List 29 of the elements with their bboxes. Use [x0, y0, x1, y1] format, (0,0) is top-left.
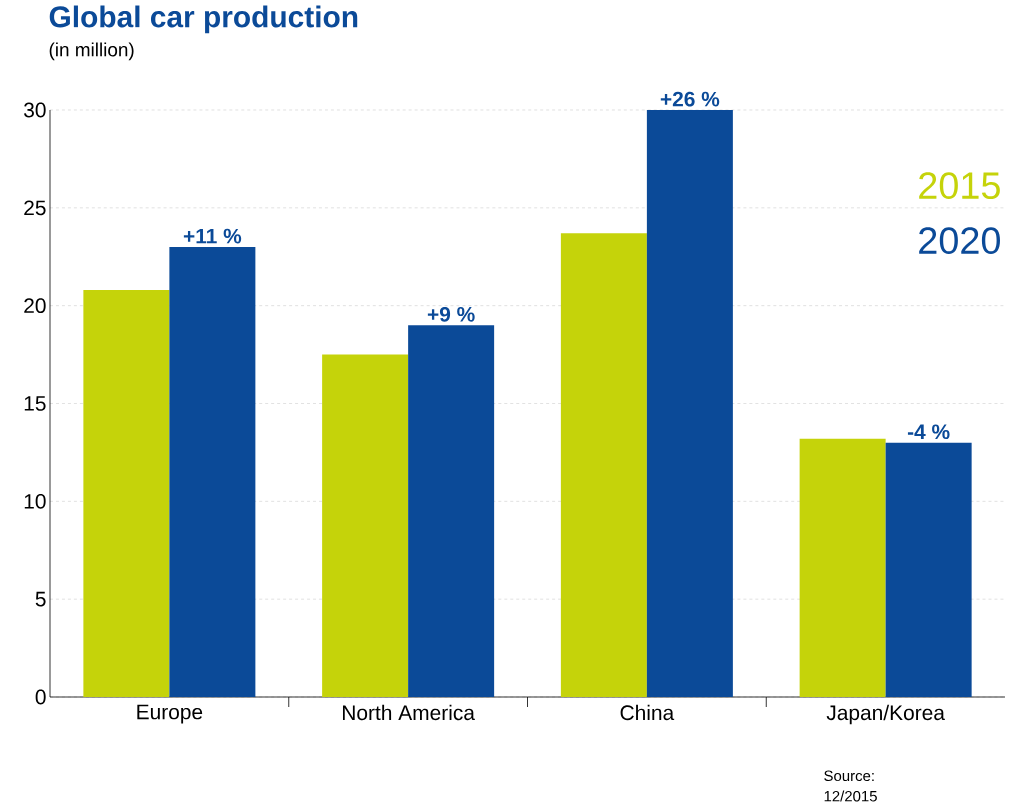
chart-subtitle: (in million)	[49, 42, 134, 61]
y-tick-label: 30	[24, 102, 46, 118]
y-tick-label: 0	[35, 689, 46, 705]
text: 2020	[919, 227, 1000, 255]
y-tick-label: 25	[24, 200, 46, 216]
y-tick-label: 10	[24, 493, 46, 509]
bar	[83, 290, 170, 697]
bar	[169, 246, 256, 697]
annotation: -4 %	[907, 424, 950, 440]
y-tick-label: 5	[35, 591, 46, 607]
bar	[646, 110, 733, 697]
x-tick-label: North America	[342, 704, 475, 721]
bar	[799, 438, 886, 697]
bar	[322, 354, 409, 697]
x-tick-label: Europe	[137, 704, 203, 724]
annotation: +26 %	[660, 91, 720, 107]
text: 2015	[919, 172, 1000, 200]
x-tick-label: China	[620, 704, 675, 721]
source-note: Source:	[824, 770, 874, 782]
x-tick-label: Japan/Korea	[826, 704, 945, 725]
bar	[885, 442, 972, 697]
bar	[408, 325, 495, 697]
annotation: +9 %	[427, 306, 475, 322]
y-tick-label: 20	[24, 298, 46, 314]
y-tick-label: 15	[24, 396, 46, 411]
annotation: +11 %	[183, 228, 242, 244]
chart-title: Global car production	[49, 5, 358, 34]
text: 12/2015	[824, 790, 877, 802]
bar	[560, 233, 647, 697]
